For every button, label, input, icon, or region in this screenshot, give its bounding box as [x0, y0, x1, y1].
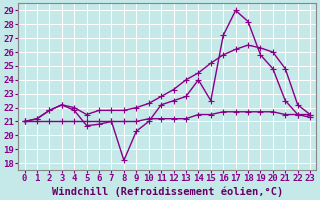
X-axis label: Windchill (Refroidissement éolien,°C): Windchill (Refroidissement éolien,°C)	[52, 186, 283, 197]
